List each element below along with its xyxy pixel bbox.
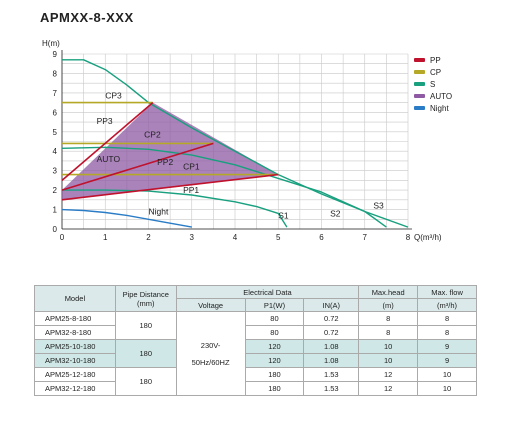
header-model: Model (34, 285, 116, 312)
x-tick-label: 4 (233, 233, 238, 242)
y-axis-label: H(m) (42, 39, 60, 48)
table-cell-p1: 180 (244, 367, 305, 382)
table-cell-model: APM32-12-180 (34, 381, 116, 396)
x-tick-label: 3 (190, 233, 195, 242)
y-tick-label: 1 (53, 206, 58, 215)
curve-label-s1: S1 (278, 210, 289, 220)
table-cell-p1: 120 (244, 353, 305, 368)
legend-label-pp: PP (430, 56, 441, 65)
curve-label-s3: S3 (373, 201, 384, 211)
voltage-line-2: 50Hz/60HZ (191, 357, 230, 367)
x-tick-label: 6 (319, 233, 324, 242)
legend-swatch-cp (414, 70, 425, 74)
table-cell-head: 10 (358, 353, 419, 368)
table-cell-model: APM32-8-180 (34, 325, 116, 340)
table-cell-model: APM25-10-180 (34, 339, 116, 354)
table-cell-head: 12 (358, 381, 419, 396)
legend-label-s: S (430, 80, 435, 89)
y-tick-label: 6 (53, 108, 58, 117)
header-voltage: Voltage (175, 298, 246, 312)
x-tick-label: 8 (406, 233, 411, 242)
series-line-s3 (62, 59, 409, 228)
y-tick-label: 5 (53, 128, 58, 137)
legend-label-night: Night (430, 104, 449, 113)
table-cell-model: APM32-10-180 (34, 353, 116, 368)
table-cell-p1: 180 (244, 381, 305, 396)
curve-label-cp1: CP1 (183, 162, 200, 172)
x-tick-label: 2 (146, 233, 151, 242)
table-cell-in: 0.72 (303, 311, 360, 326)
table-cell-flow: 8 (417, 325, 477, 340)
x-tick-label: 0 (60, 233, 65, 242)
table-cell-in: 1.08 (303, 339, 360, 354)
series-line-s1 (62, 189, 288, 228)
header-max-flow: Max. flow (417, 285, 477, 299)
page-title: APMXX-8-XXX (40, 10, 134, 25)
spec-table: Model Pipe Distance (mm) Electrical Data… (34, 285, 477, 396)
table-cell-flow: 8 (417, 311, 477, 326)
y-tick-label: 0 (53, 225, 58, 234)
legend-swatch-pp (414, 58, 425, 62)
legend-swatch-night (414, 106, 425, 110)
table-cell-in: 0.72 (303, 325, 360, 340)
y-tick-label: 4 (53, 147, 58, 156)
header-pipe-distance: Pipe Distance (mm) (114, 285, 177, 312)
y-tick-label: 8 (53, 69, 58, 78)
y-tick-label: 3 (53, 167, 58, 176)
curve-label-pp2: PP2 (157, 157, 173, 167)
series-line-pp1 (61, 173, 279, 201)
table-cell-head: 10 (358, 339, 419, 354)
legend-label-cp: CP (430, 68, 441, 77)
table-cell-p1: 80 (244, 311, 305, 326)
table-cell-head: 8 (358, 325, 419, 340)
curve-label-auto: AUTO (97, 154, 121, 164)
legend-swatch-auto (414, 94, 425, 98)
table-cell-model: APM25-12-180 (34, 367, 116, 382)
series-line-s2 (61, 146, 387, 228)
table-cell-flow: 10 (417, 367, 477, 382)
table-cell-voltage: 230V- 50Hz/60HZ (175, 311, 246, 396)
table-cell-in: 1.53 (303, 381, 360, 396)
table-cell-in: 1.53 (303, 367, 360, 382)
series-line-pp2 (61, 142, 214, 191)
header-max-head: Max.head (358, 285, 419, 299)
curve-label-cp2: CP2 (144, 130, 161, 140)
x-tick-label: 5 (276, 233, 281, 242)
y-tick-label: 7 (53, 89, 58, 98)
x-tick-label: 7 (363, 233, 368, 242)
legend-label-auto: AUTO (430, 92, 452, 101)
series-line-pp3 (61, 101, 154, 182)
pump-curve-chart: 0 1 2 3 4 5 6 7 8 0 1 2 3 4 5 6 7 8 9 Q(m³/h) H(m) CP3 PP3 CP2 A… (42, 39, 452, 242)
curve-label-pp1: PP1 (183, 185, 199, 195)
curve-label-night: Night (149, 206, 169, 216)
table-cell-p1: 80 (244, 325, 305, 340)
curve-label-pp3: PP3 (97, 116, 113, 126)
table-cell-pipe: 180 (114, 311, 177, 340)
table-cell-model: APM25-8-180 (34, 311, 116, 326)
header-p1: P1(W) (244, 298, 305, 312)
curve-label-cp3: CP3 (105, 91, 122, 101)
header-max-flow-unit: (m³/h) (417, 298, 477, 312)
x-tick-label: 1 (103, 233, 108, 242)
table-cell-in: 1.08 (303, 353, 360, 368)
table-cell-p1: 120 (244, 339, 305, 354)
curve-label-s2: S2 (330, 208, 341, 218)
voltage-line-1: 230V- (200, 340, 221, 350)
table-cell-flow: 9 (417, 339, 477, 354)
header-electrical-data: Electrical Data (175, 285, 360, 299)
x-axis-label: Q(m³/h) (414, 233, 442, 242)
y-tick-label: 9 (53, 50, 58, 59)
y-tick-label: 2 (53, 186, 58, 195)
header-in: IN(A) (303, 298, 360, 312)
table-cell-pipe: 180 (114, 367, 177, 396)
table-cell-flow: 9 (417, 353, 477, 368)
table-cell-flow: 10 (417, 381, 477, 396)
table-cell-pipe: 180 (114, 339, 177, 368)
table-cell-head: 8 (358, 311, 419, 326)
series-line-night (61, 208, 192, 228)
header-max-head-unit: (m) (358, 298, 419, 312)
legend-swatch-s (414, 82, 425, 86)
auto-region (62, 102, 279, 200)
table-cell-head: 12 (358, 367, 419, 382)
